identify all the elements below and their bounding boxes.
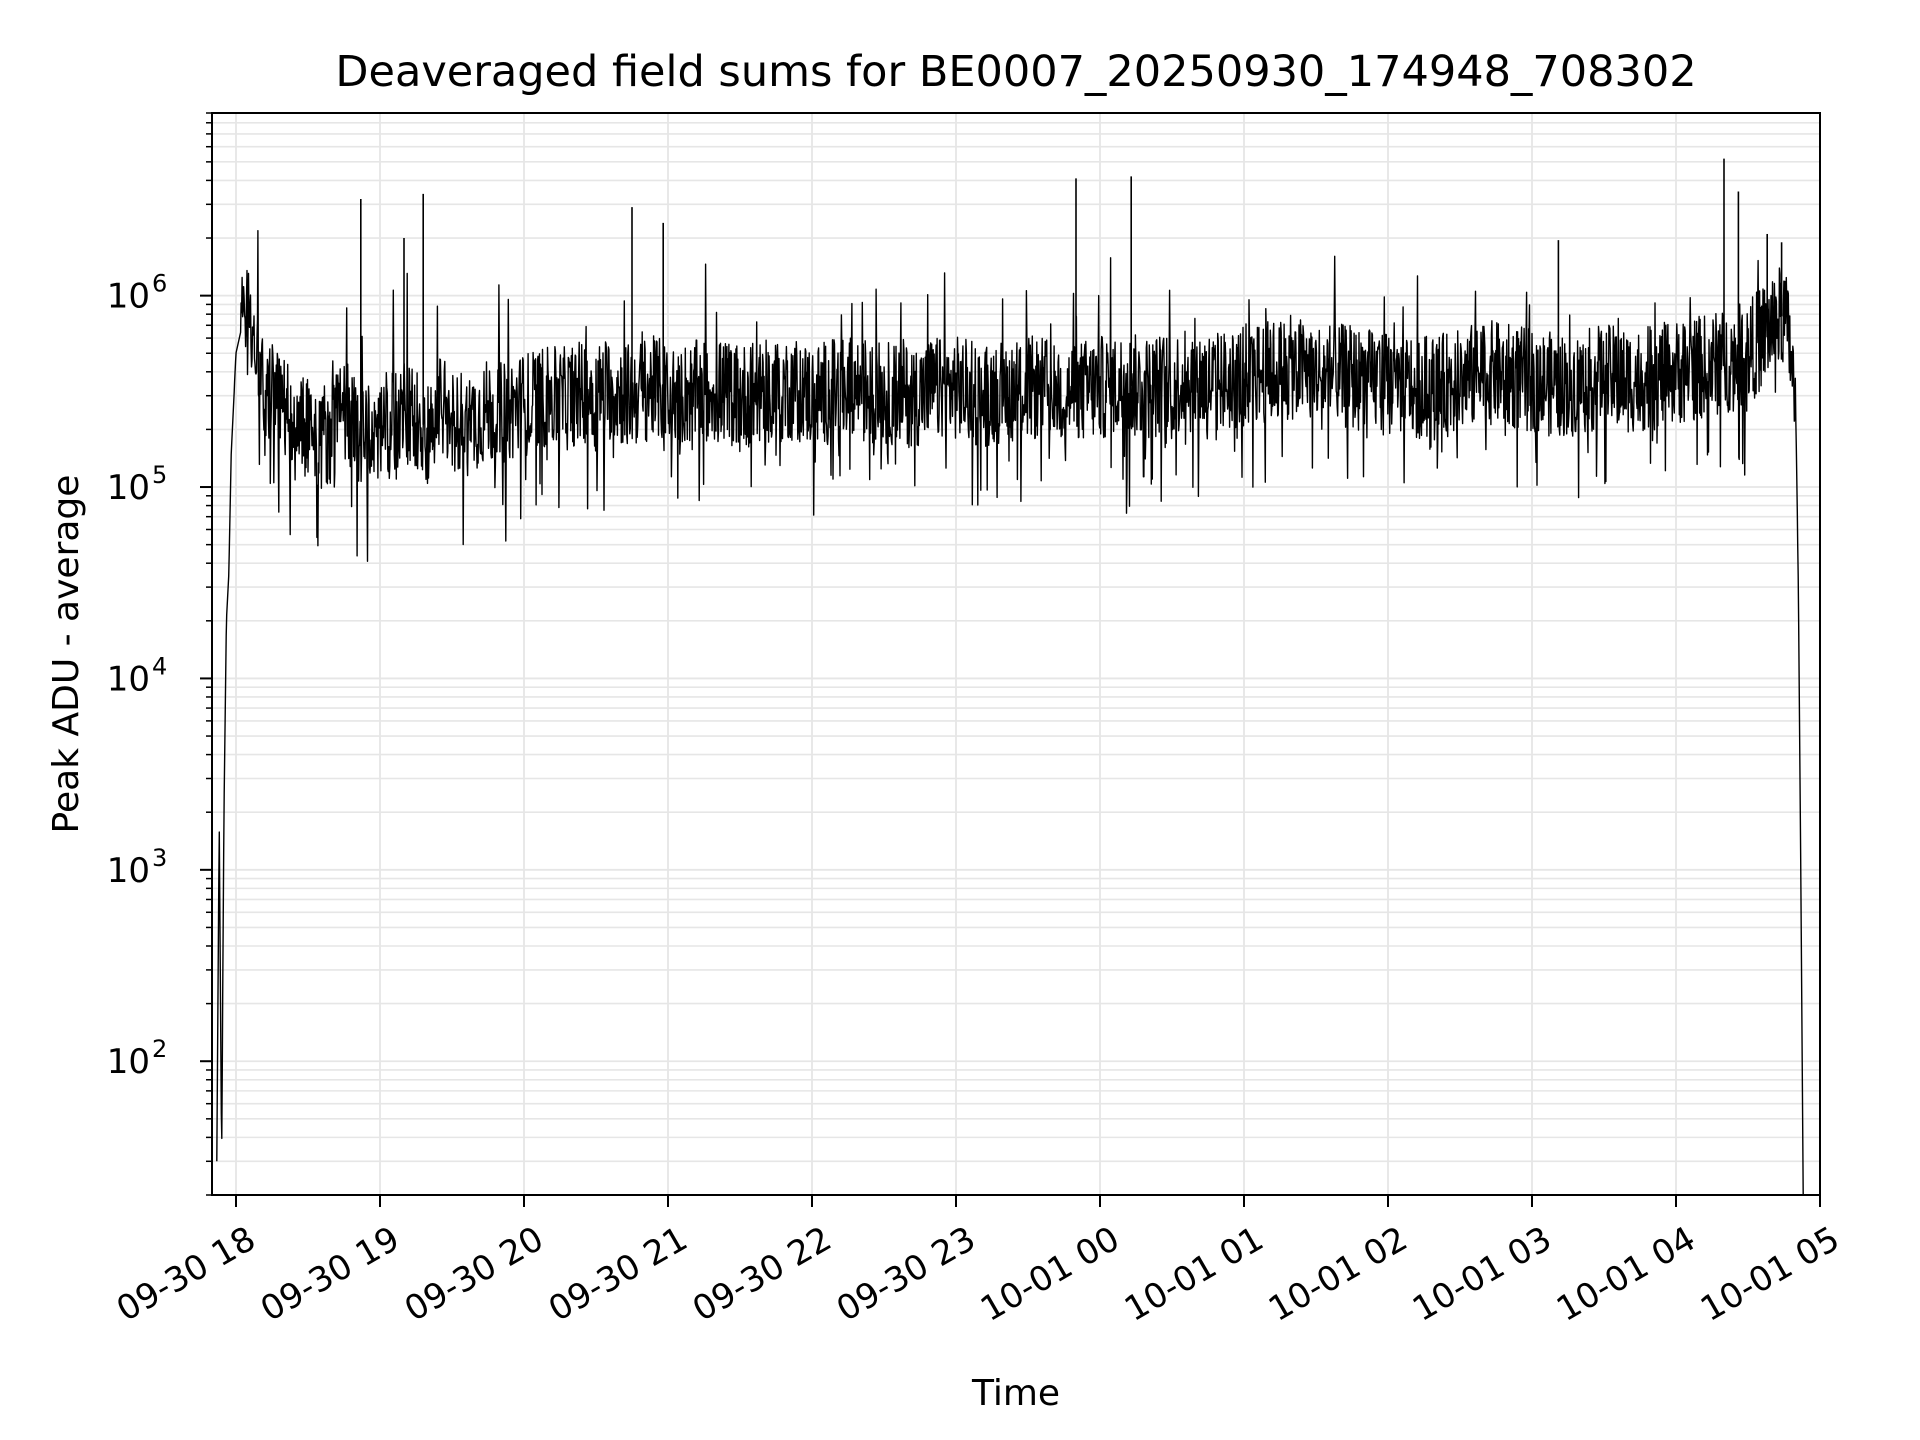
x-tick-label: 09-30 23	[830, 1219, 982, 1330]
series-line	[216, 230, 1804, 1196]
y-tick-label: 10	[107, 1042, 150, 1082]
x-tick-label: 09-30 18	[110, 1219, 262, 1330]
x-tick-label: 10-01 01	[1118, 1219, 1270, 1330]
x-tick-label: 09-30 20	[398, 1219, 550, 1330]
chart-title: Deaveraged field sums for BE0007_2025093…	[335, 47, 1696, 97]
x-tick-label: 09-30 22	[686, 1219, 838, 1330]
y-tick-exponent: 4	[152, 652, 167, 680]
x-tick-label: 10-01 04	[1550, 1219, 1702, 1330]
y-tick-exponent: 3	[152, 844, 167, 872]
x-tick-label: 09-30 19	[254, 1219, 406, 1330]
plot-frame	[211, 112, 1821, 1196]
major-gridlines	[212, 113, 1821, 1195]
x-tick-label: 10-01 03	[1406, 1219, 1558, 1330]
y-tick-label: 10	[107, 277, 150, 317]
x-tick-label: 09-30 21	[542, 1219, 694, 1330]
y-tick-exponent: 2	[152, 1035, 167, 1063]
y-tick-label: 10	[107, 659, 150, 699]
y-tick-exponent: 5	[152, 461, 167, 489]
x-tick-label: 10-01 05	[1694, 1219, 1846, 1330]
y-tick-label: 10	[107, 851, 150, 891]
plot-background	[212, 113, 1820, 1195]
x-tick-label: 10-01 02	[1262, 1219, 1414, 1330]
y-tick-exponent: 6	[152, 270, 167, 298]
x-axis-label: Time	[971, 1373, 1060, 1414]
data-layer	[216, 158, 1804, 1196]
x-tick-label: 10-01 00	[974, 1219, 1126, 1330]
y-axis-label: Peak ADU - average	[46, 475, 87, 834]
y-tick-label: 10	[107, 468, 150, 508]
